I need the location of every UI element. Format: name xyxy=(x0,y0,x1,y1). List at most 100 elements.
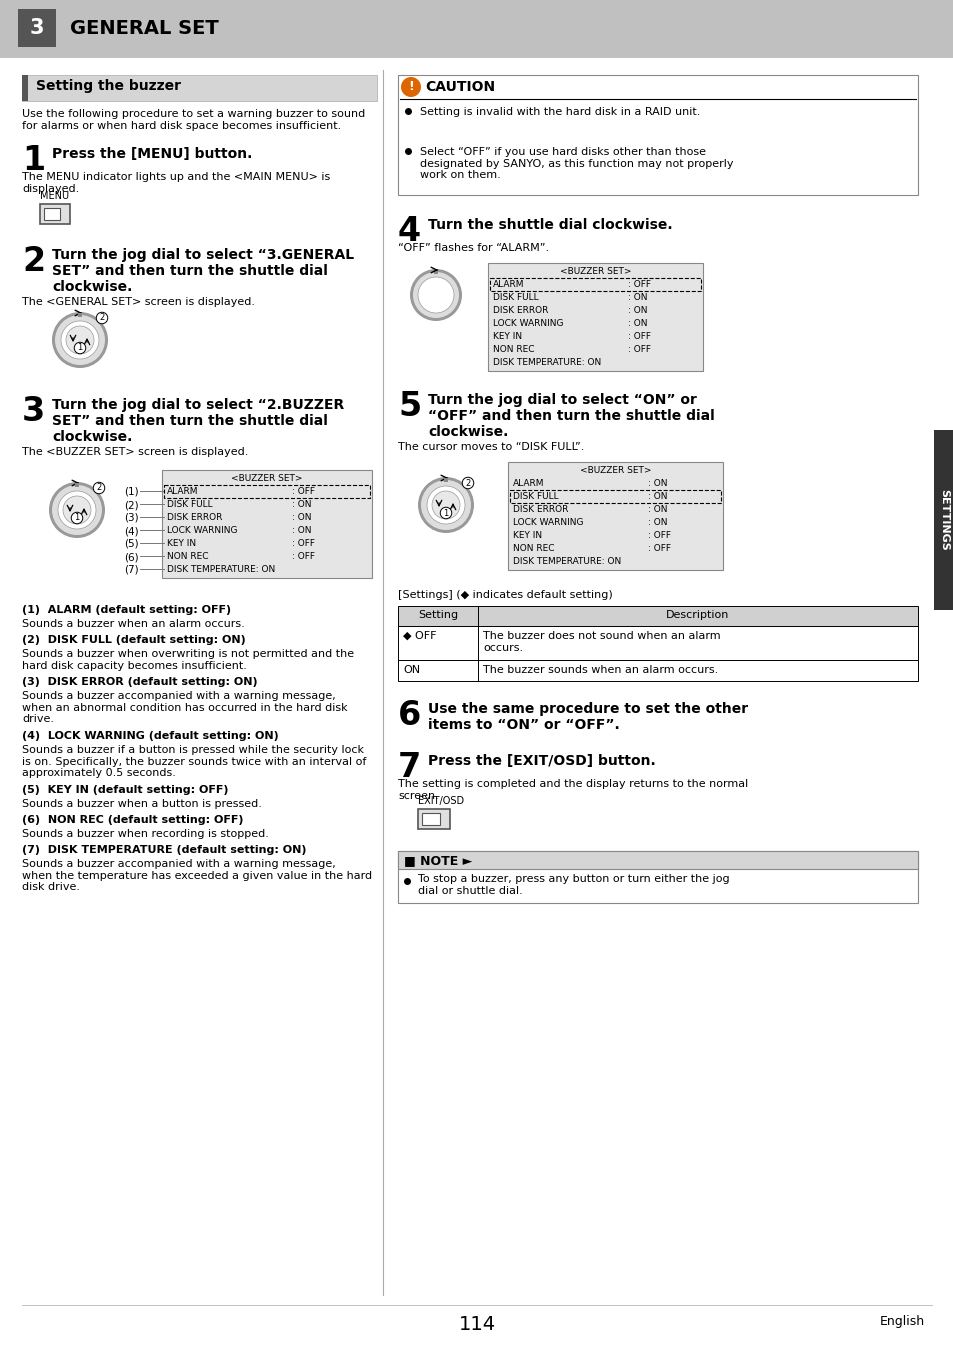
Text: <BUZZER SET>: <BUZZER SET> xyxy=(559,267,631,276)
Circle shape xyxy=(49,482,105,538)
Text: The cursor moves to “DISK FULL”.: The cursor moves to “DISK FULL”. xyxy=(397,442,584,453)
Circle shape xyxy=(63,496,91,524)
Text: DISK ERROR: DISK ERROR xyxy=(167,513,222,521)
Bar xyxy=(18,9,56,47)
Text: (2): (2) xyxy=(124,500,139,509)
Text: KEY IN: KEY IN xyxy=(513,531,541,540)
Text: Sounds a buzzer when recording is stopped.: Sounds a buzzer when recording is stoppe… xyxy=(22,830,269,839)
Text: DISK TEMPERATURE: ON: DISK TEMPERATURE: ON xyxy=(513,557,620,566)
Text: (1)  ALARM (default setting: OFF): (1) ALARM (default setting: OFF) xyxy=(22,605,231,615)
Text: DISK ERROR: DISK ERROR xyxy=(493,305,548,315)
Bar xyxy=(510,490,720,503)
Bar xyxy=(490,278,700,290)
Text: : OFF: : OFF xyxy=(292,539,314,549)
Text: KEY IN: KEY IN xyxy=(493,332,521,340)
Text: Sounds a buzzer accompanied with a warning message,
when an abnormal condition h: Sounds a buzzer accompanied with a warni… xyxy=(22,690,347,724)
Text: 7: 7 xyxy=(397,751,421,784)
Text: 3: 3 xyxy=(22,394,45,428)
Circle shape xyxy=(55,315,105,365)
Circle shape xyxy=(52,312,108,367)
Circle shape xyxy=(58,490,96,530)
Text: DISK TEMPERATURE: ON: DISK TEMPERATURE: ON xyxy=(493,358,600,367)
Text: ON: ON xyxy=(402,665,419,676)
Circle shape xyxy=(420,480,471,530)
Text: (1): (1) xyxy=(124,486,139,497)
Text: 2: 2 xyxy=(465,478,470,488)
Text: (4): (4) xyxy=(124,526,139,536)
Text: 1: 1 xyxy=(22,145,45,177)
Text: The <GENERAL SET> screen is displayed.: The <GENERAL SET> screen is displayed. xyxy=(22,297,254,307)
Text: 2: 2 xyxy=(96,484,102,493)
Bar xyxy=(488,263,702,372)
Text: : ON: : ON xyxy=(647,505,667,513)
Text: DISK TEMPERATURE: ON: DISK TEMPERATURE: ON xyxy=(167,565,275,574)
Bar xyxy=(78,313,82,317)
Bar xyxy=(397,851,917,902)
Circle shape xyxy=(66,326,94,354)
Text: 2: 2 xyxy=(22,245,45,278)
Bar xyxy=(933,430,953,611)
Text: Turn the shuttle dial clockwise.: Turn the shuttle dial clockwise. xyxy=(428,218,672,232)
Bar xyxy=(397,851,917,869)
Bar xyxy=(417,809,450,830)
Text: Press the [EXIT/OSD] button.: Press the [EXIT/OSD] button. xyxy=(428,754,655,767)
Text: The MENU indicator lights up and the <MAIN MENU> is
displayed.: The MENU indicator lights up and the <MA… xyxy=(22,172,330,193)
Text: DISK ERROR: DISK ERROR xyxy=(513,505,568,513)
Circle shape xyxy=(400,77,420,97)
Text: (5)  KEY IN (default setting: OFF): (5) KEY IN (default setting: OFF) xyxy=(22,785,229,794)
Text: : ON: : ON xyxy=(647,492,667,501)
Text: LOCK WARNING: LOCK WARNING xyxy=(513,517,583,527)
Text: Setting is invalid with the hard disk in a RAID unit.: Setting is invalid with the hard disk in… xyxy=(419,107,700,118)
Text: 4: 4 xyxy=(397,215,420,249)
Text: <BUZZER SET>: <BUZZER SET> xyxy=(231,474,302,484)
Text: CAUTION: CAUTION xyxy=(424,80,495,95)
Text: <BUZZER SET>: <BUZZER SET> xyxy=(579,466,651,476)
Text: The setting is completed and the display returns to the normal
screen.: The setting is completed and the display… xyxy=(397,780,747,801)
Circle shape xyxy=(61,322,99,359)
Text: ALARM: ALARM xyxy=(167,486,198,496)
Text: : ON: : ON xyxy=(647,480,667,488)
Text: Setting the buzzer: Setting the buzzer xyxy=(36,78,181,93)
Circle shape xyxy=(427,486,464,524)
Bar xyxy=(40,204,70,224)
Text: (2)  DISK FULL (default setting: ON): (2) DISK FULL (default setting: ON) xyxy=(22,635,246,644)
Circle shape xyxy=(413,272,458,317)
Text: GENERAL SET: GENERAL SET xyxy=(70,19,218,38)
Text: : OFF: : OFF xyxy=(647,544,670,553)
Text: (3)  DISK ERROR (default setting: ON): (3) DISK ERROR (default setting: ON) xyxy=(22,677,257,688)
Text: 5: 5 xyxy=(397,390,421,423)
Bar xyxy=(507,462,722,570)
Text: : OFF: : OFF xyxy=(627,345,650,354)
Text: Sounds a buzzer when overwriting is not permitted and the
hard disk capacity bec: Sounds a buzzer when overwriting is not … xyxy=(22,648,354,670)
Text: Select “OFF” if you use hard disks other than those
designated by SANYO, as this: Select “OFF” if you use hard disks other… xyxy=(419,147,733,180)
Circle shape xyxy=(52,485,102,535)
Text: : OFF: : OFF xyxy=(627,332,650,340)
Bar xyxy=(434,270,437,274)
Text: To stop a buzzer, press any button or turn either the jog
dial or shuttle dial.: To stop a buzzer, press any button or tu… xyxy=(417,874,729,896)
Text: MENU: MENU xyxy=(40,190,69,201)
Bar xyxy=(75,484,79,486)
Text: 6: 6 xyxy=(397,698,421,732)
Text: LOCK WARNING: LOCK WARNING xyxy=(493,319,563,328)
Text: Turn the jog dial to select “ON” or
“OFF” and then turn the shuttle dial
clockwi: Turn the jog dial to select “ON” or “OFF… xyxy=(428,393,714,439)
Text: 3: 3 xyxy=(30,18,44,38)
Text: NON REC: NON REC xyxy=(513,544,554,553)
Text: 114: 114 xyxy=(458,1315,495,1333)
Text: : OFF: : OFF xyxy=(627,280,650,289)
Text: (4)  LOCK WARNING (default setting: ON): (4) LOCK WARNING (default setting: ON) xyxy=(22,731,278,740)
Text: The <BUZZER SET> screen is displayed.: The <BUZZER SET> screen is displayed. xyxy=(22,447,248,457)
Bar xyxy=(22,76,376,101)
Text: : ON: : ON xyxy=(627,293,647,303)
Text: : ON: : ON xyxy=(292,513,312,521)
Text: Sounds a buzzer accompanied with a warning message,
when the temperature has exc: Sounds a buzzer accompanied with a warni… xyxy=(22,859,372,892)
Text: [Settings] (◆ indicates default setting): [Settings] (◆ indicates default setting) xyxy=(397,590,612,600)
Bar xyxy=(44,208,60,220)
Bar xyxy=(443,478,448,482)
Text: DISK FULL: DISK FULL xyxy=(513,492,558,501)
Text: (3): (3) xyxy=(124,513,139,523)
Bar xyxy=(421,813,439,825)
Text: ALARM: ALARM xyxy=(513,480,544,488)
Text: Press the [MENU] button.: Press the [MENU] button. xyxy=(52,147,253,161)
Bar xyxy=(162,470,372,578)
Text: 1: 1 xyxy=(77,343,83,353)
